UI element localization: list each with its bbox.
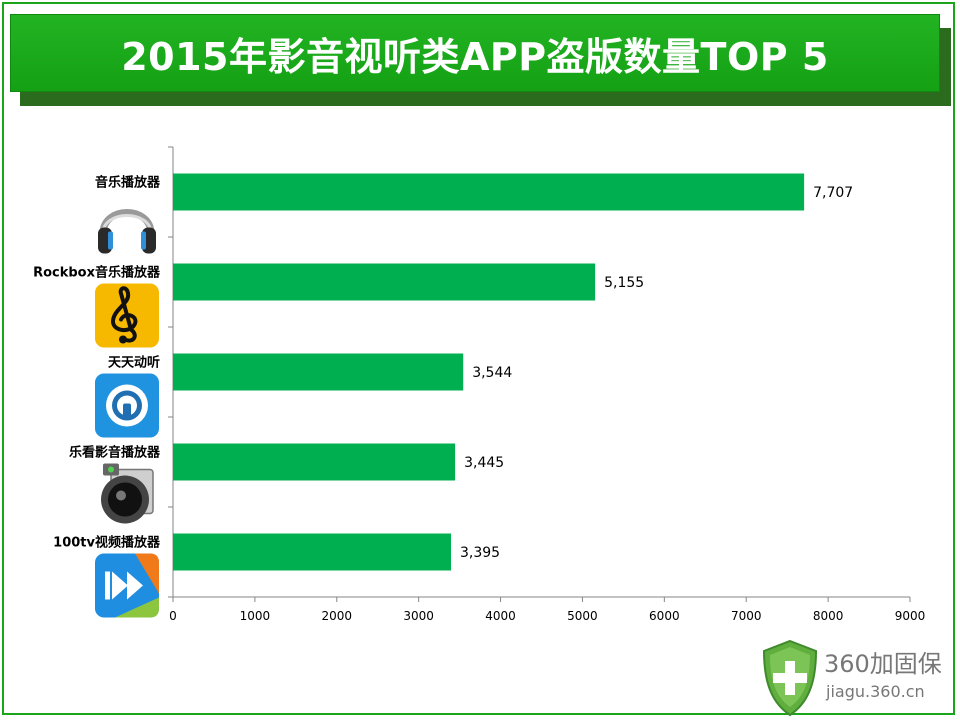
- bar: [173, 173, 805, 211]
- x-tick-label: 0: [169, 609, 177, 623]
- chart-title: 2015年影音视听类APP盗版数量TOP 5: [121, 34, 829, 79]
- x-tick-label: 7000: [731, 609, 762, 623]
- brand-logo: 360加固保 jiagu.360.cn: [762, 639, 942, 717]
- axis-layer: 0 1000 2000 3000 4000 5000 6000 7000 8000 9000: [168, 146, 926, 623]
- x-tick-label: 5000: [567, 609, 598, 623]
- bar: [173, 263, 596, 301]
- fast-forward-icon: [95, 553, 159, 618]
- category-label: 乐看影音播放器: [69, 445, 161, 461]
- x-tick-label: 2000: [322, 609, 353, 623]
- x-tick-label: 4000: [485, 609, 516, 623]
- camera-speaker-icon: [101, 463, 154, 524]
- title-bar: 2015年影音视听类APP盗版数量TOP 5: [10, 14, 940, 92]
- treble-clef-icon: [95, 283, 159, 348]
- shield-plus-icon: [762, 639, 818, 717]
- category-label: Rockbox音乐播放器: [33, 265, 161, 281]
- bar-value-label: 7,707: [813, 185, 853, 201]
- x-tick-label: 6000: [649, 609, 680, 623]
- ttpod-icon: [95, 373, 159, 438]
- bar: [173, 353, 464, 391]
- headphones-icon: [98, 209, 156, 254]
- category-label: 音乐播放器: [95, 175, 161, 191]
- bar-value-label: 5,155: [604, 275, 644, 291]
- bar: [173, 533, 452, 571]
- brand-name: 360加固保: [824, 650, 942, 678]
- bar-value-label: 3,544: [472, 365, 512, 381]
- x-tick-label: 3000: [403, 609, 434, 623]
- brand-url: jiagu.360.cn: [825, 682, 925, 701]
- category-label: 天天动听: [108, 355, 160, 371]
- x-tick-label: 9000: [895, 609, 926, 623]
- bar-layer: 7,707 音乐播放器 5,155 Rockbox音乐播放器 3,544 天天动听 3,44…: [33, 173, 853, 571]
- icon-layer: [95, 209, 159, 618]
- bar-value-label: 3,445: [464, 455, 504, 471]
- x-tick-label: 8000: [813, 609, 844, 623]
- bar: [173, 443, 456, 481]
- category-label: 100tv视频播放器: [53, 535, 161, 551]
- x-tick-label: 1000: [240, 609, 271, 623]
- bar-value-label: 3,395: [460, 545, 500, 561]
